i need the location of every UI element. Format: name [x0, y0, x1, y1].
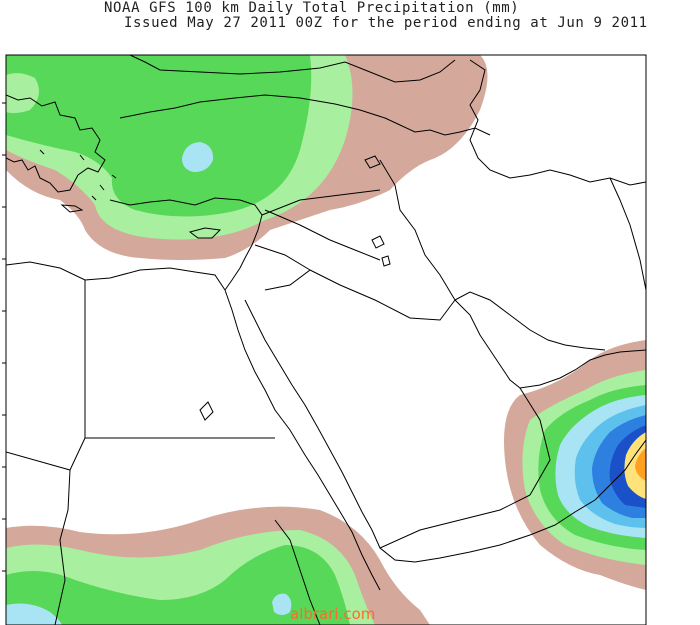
- coastline-black-sea-north: [129, 55, 456, 83]
- map-border: [5, 54, 647, 625]
- cyprus: [188, 227, 222, 239]
- coastline-black-sea: [119, 94, 491, 136]
- precip-southern-system: [6, 506, 430, 625]
- border-saudi-oman: [519, 387, 551, 496]
- coastline-red-sea-east: [244, 299, 531, 563]
- border-sudan-ethiopia: [274, 519, 321, 625]
- title-line-1: NOAA GFS 100 km Daily Total Precipitatio…: [104, 0, 520, 16]
- precip-level-4-south-b: [272, 593, 292, 615]
- coastline-caspian: [469, 59, 646, 186]
- coastline-balkans: [6, 94, 106, 193]
- title-line-2: Issued May 27 2011 00Z for the period en…: [124, 15, 648, 31]
- frame-ticks: [2, 102, 6, 572]
- lake-van: [364, 155, 381, 169]
- coastlines-and-borders: [6, 55, 646, 625]
- precipitation-fields: [6, 55, 646, 625]
- precip-level-2-west-gap: [6, 73, 39, 114]
- border-jordan: [254, 244, 311, 291]
- greek-islands: [39, 149, 117, 213]
- border-iraq-saudi: [309, 269, 456, 321]
- border-turkey-syria: [261, 189, 381, 216]
- coastline-iran-gulf: [454, 291, 606, 351]
- border-iraq-iran: [379, 159, 456, 301]
- coastline-persian-gulf: [454, 299, 646, 389]
- lake-small-1: [371, 235, 385, 249]
- lake-small-2: [381, 255, 391, 267]
- precip-level-4-south-a: [6, 603, 62, 625]
- border-iran-east: [609, 177, 646, 291]
- border-chad-sudan: [54, 469, 71, 625]
- precip-level-3-south: [6, 545, 350, 625]
- precip-northern-system: [6, 55, 488, 260]
- border-iraq-syria: [264, 209, 381, 261]
- coastline-oman: [529, 439, 646, 536]
- border-libya-chad: [6, 437, 86, 471]
- watermark-text: albrari.com: [290, 605, 376, 623]
- precip-level-4-north: [182, 142, 214, 172]
- precip-level-9-east: [635, 448, 646, 481]
- precip-arabian-sea-system: [504, 340, 646, 590]
- nile-lake: [199, 401, 214, 421]
- chart-title: NOAA GFS 100 km Daily Total Precipitatio…: [0, 0, 700, 40]
- coastline-north-africa: [6, 261, 226, 291]
- precip-level-3-north: [6, 55, 312, 217]
- border-saudi-yemen: [379, 494, 531, 549]
- coastline-anatolia-south: [109, 197, 263, 291]
- coastline-red-sea-west: [224, 289, 381, 591]
